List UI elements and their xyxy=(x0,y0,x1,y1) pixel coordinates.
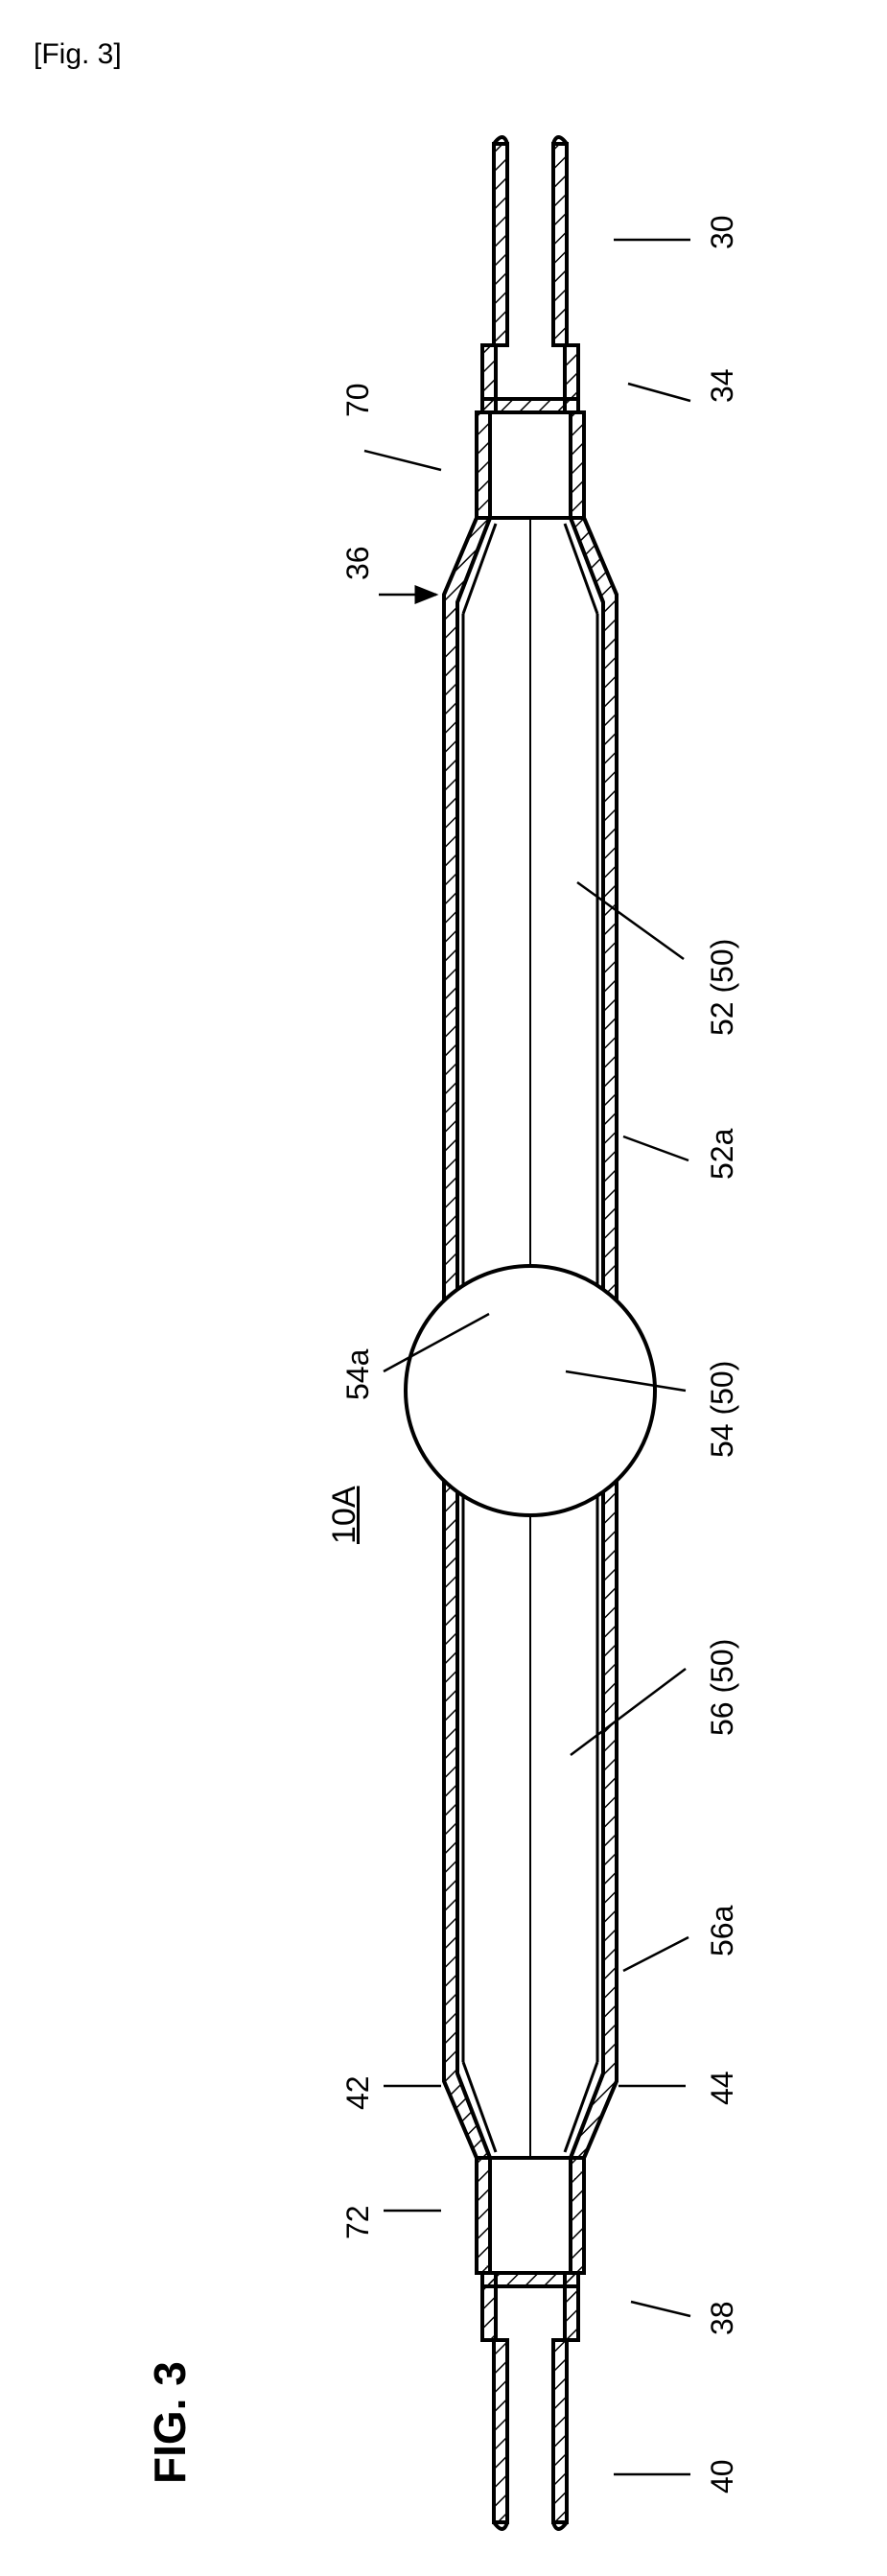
page: [Fig. 3] FIG. 3 10A 30 34 70 36 52 (50) … xyxy=(0,0,887,2576)
device-drawing xyxy=(406,137,655,2529)
diagram-svg xyxy=(0,0,887,2576)
